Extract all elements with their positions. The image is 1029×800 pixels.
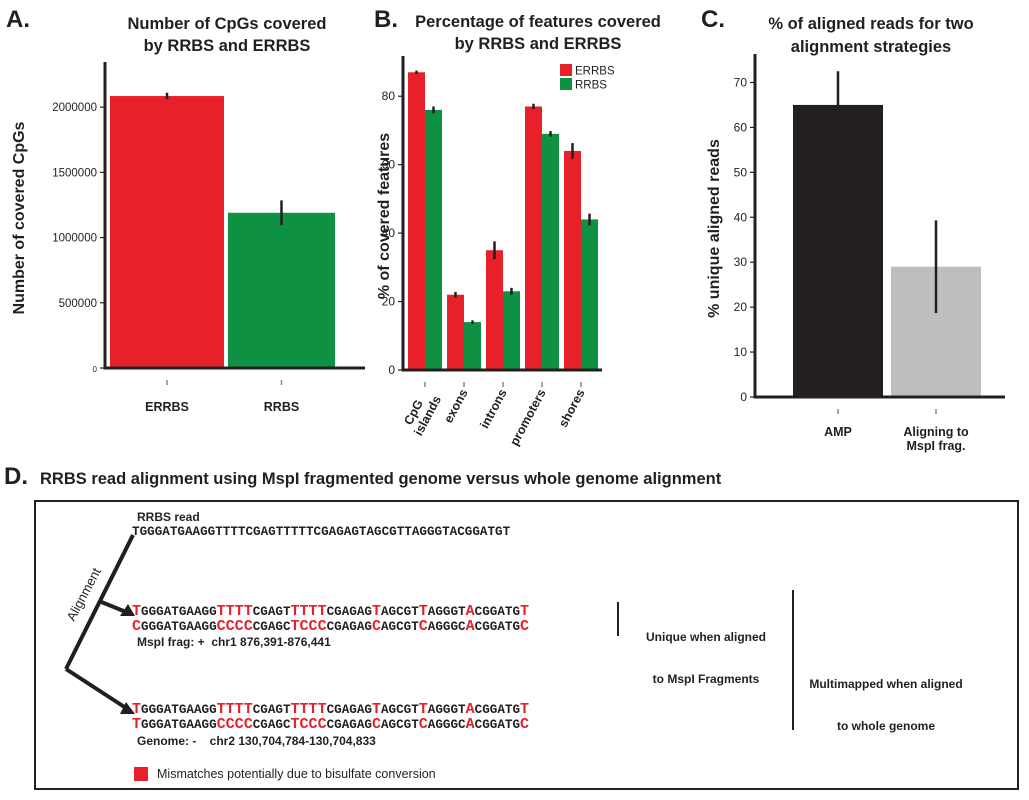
chart-features-y-tick-label-2: 40 [382,226,396,240]
branch-frag [98,599,127,614]
arrow-head-frag [120,604,135,616]
chart-reads: C. % of aligned reads for two alignment st… [701,6,1005,453]
chart-features-y-tick-label-1: 20 [382,295,396,309]
chart-reads-x-label-0: AMP [824,425,852,439]
genome-sequence: TGGGATGAAGGCCCCCGAGCTCCCCGAGAGCAGCGTCAGG… [132,716,530,733]
chart-reads-y-tick-label-7: 70 [734,75,748,89]
chart-cpgs-x-label-1: RRBS [264,400,299,414]
chart-cpgs-y-tick-label-1: 500000 [59,298,97,310]
chart-reads-y-axis-label: % unique aligned reads [706,139,723,318]
chart-cpgs-y-tick-label-4: 2000000 [52,102,97,114]
multi-note-line-2: to whole genome [836,719,935,733]
chart-reads-y-tick-label-4: 40 [734,210,748,224]
chart-features-x-label-2-part-0: introns [477,387,509,431]
chart-cpgs-y-tick-label-3: 1500000 [52,167,97,179]
branch-genome [64,667,128,710]
chart-features-bar-errbs-1 [447,294,464,370]
multi-note-line-1: Multimapped when aligned [809,677,963,691]
chart-features-legend-label-errbs: ERRBS [575,66,615,78]
rrbs-read-label: RRBS read [137,510,200,524]
chart-reads-y-tick-label-3: 30 [734,255,748,269]
mismatch-legend-swatch [134,767,148,781]
aligned-read-sequence-genome: TGGGATGAAGGTTTTCGAGTTTTTCGAGAGTAGCGTTAGG… [132,701,530,718]
chart-features-bar-rrbs-3 [542,133,559,370]
chart-features-panel-letter: B. [374,6,398,33]
chart-cpgs-title-line-2: by RRBS and ERRBS [144,37,311,55]
chart-reads-panel-letter: C. [701,6,725,33]
chart-features-legend-swatch-errbs [560,64,572,76]
aligned-read-sequence-frag: TGGGATGAAGGTTTTCGAGTTTTTCGAGAGTAGCGTTAGG… [132,603,530,620]
arrow-head-genome [120,702,135,714]
chart-features-x-label-2: introns [477,387,509,431]
chart-features-bar-errbs-0 [408,72,425,371]
chart-features-legend-label-rrbs: RRBS [575,80,607,92]
chart-features-x-label-1: exons [441,387,470,426]
chart-features-legend-swatch-rrbs [560,78,572,90]
chart-features-y-tick-label-0: 0 [388,363,395,377]
chart-cpgs-y-axis-label: Number of covered CpGs [11,121,28,314]
multimapped-note: Multimapped when aligned to whole genome [796,649,976,761]
chart-cpgs-y-tick-label-0: 0 [93,365,98,374]
chart-features-bar-errbs-4 [564,150,581,370]
alignment-diagram: TGGGATGAAGGTTTTCGAGTTTTTCGAGAGTAGCGTTAGG… [34,500,1019,790]
chart-reads-bar-0 [793,104,883,397]
chart-reads-y-tick-label-1: 10 [734,345,748,359]
chart-area: A. Number of CpGs covered by RRBS and ERRB… [6,6,1005,453]
chart-features-y-axis-label: % of covered features [376,133,393,299]
chart-reads-x-label-1-line-1: Aligning to [903,425,969,439]
chart-features-bar-rrbs-2 [503,291,520,370]
chart-features-x-label-1-part-0: exons [441,387,470,426]
unique-note-line-2: to MspI Fragments [652,672,760,686]
chart-features-y-tick-label-3: 60 [382,158,396,172]
chart-reads-y-tick-label-6: 60 [734,120,748,134]
chart-cpgs-panel-letter: A. [6,6,30,33]
chart-features-bar-rrbs-4 [581,219,598,370]
chart-features-y-tick-label-4: 80 [382,89,396,103]
chart-features-x-label-3-part-0: promoters [507,387,548,448]
chart-features: B. Percentage of features covered by RRBS … [374,6,661,448]
chart-features-x-label-4: shores [556,387,588,430]
panel-d-title: RRBS read alignment using MspI fragmente… [40,470,722,488]
alignment-label: Alignment [63,565,104,623]
chart-features-x-label-3: promoters [507,387,548,448]
genome-label: Genome: - chr2 130,704,784-130,704,833 [137,734,376,748]
alignment-arrows: Alignment [63,534,794,730]
chart-features-title-line-1: Percentage of features covered [415,13,661,31]
mismatch-legend-label: Mismatches potentially due to bisulfate … [157,767,436,781]
chart-reads-y-tick-label-0: 0 [740,390,747,404]
chart-reads-title-line-2: alignment strategies [791,38,951,56]
mspi-fragment-sequence: CGGGATGAAGGCCCCCGAGCTCCCCGAGAGCAGCGTCAGG… [132,618,530,635]
chart-features-bar-rrbs-0 [425,109,442,371]
chart-reads-x-label-1-line-2: MspI frag. [906,439,965,453]
unique-note: Unique when aligned to MspI Fragments [631,602,781,714]
chart-features-bar-rrbs-1 [464,322,481,370]
chart-features-bar-errbs-2 [486,250,503,370]
chart-cpgs-y-tick-label-2: 1000000 [52,233,97,245]
chart-reads-title-line-1: % of aligned reads for two [768,15,973,33]
chart-cpgs-x-label-0: ERRBS [145,400,189,414]
chart-cpgs-bar-0 [110,96,224,368]
panel-d-letter: D. [4,463,28,490]
mspi-frag-label: MspI frag: + chr1 876,391-876,441 [137,635,331,649]
chart-cpgs-bar-1 [228,212,335,368]
chart-reads-y-tick-label-2: 20 [734,300,748,314]
chart-features-title-line-2: by RRBS and ERRBS [455,35,622,53]
chart-reads-y-tick-label-5: 50 [734,165,748,179]
chart-features-x-label-4-part-0: shores [556,387,588,430]
chart-features-bar-errbs-3 [525,106,542,370]
chart-cpgs-title-line-1: Number of CpGs covered [128,15,327,33]
rrbs-read-sequence: TGGGATGAAGGTTTTCGAGTTTTTCGAGAGTAGCGTTAGG… [132,525,511,539]
chart-cpgs: A. Number of CpGs covered by RRBS and ERRB… [6,6,365,414]
chart-features-x-label-0: CpGislands [399,387,444,438]
unique-note-line-1: Unique when aligned [645,630,766,644]
